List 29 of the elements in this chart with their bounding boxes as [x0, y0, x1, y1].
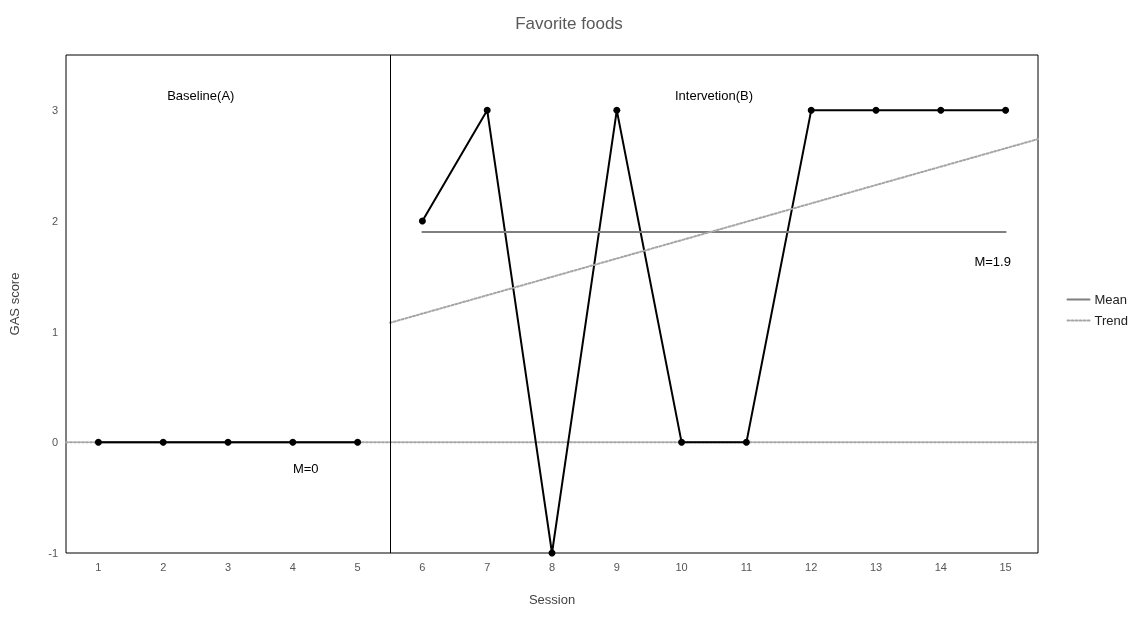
legend-label: Trend	[1094, 313, 1129, 328]
y-tick-label: 3	[51, 104, 58, 117]
y-tick-label: 1	[51, 325, 58, 338]
x-tick-label: 2	[160, 560, 167, 573]
x-tick-label: 3	[224, 560, 232, 573]
x-tick-label: 5	[354, 560, 361, 573]
x-tick-label: 6	[419, 560, 426, 573]
chart-title: Favorite foods	[515, 14, 623, 33]
x-tick-label: 13	[869, 560, 883, 573]
x-axis-title: Session	[528, 592, 576, 607]
legend-label: Mean	[1094, 292, 1128, 307]
x-tick-label: 15	[999, 560, 1012, 573]
x-tick-label: 11	[740, 560, 753, 573]
x-tick-label: 14	[934, 560, 947, 573]
annotation: M=1.9	[974, 254, 1011, 270]
x-tick-label: 1	[95, 560, 102, 573]
x-tick-label: 9	[613, 560, 620, 573]
y-tick-label: -1	[48, 547, 58, 559]
y-tick-label: 0	[51, 436, 58, 449]
y-tick-label: 2	[51, 215, 58, 227]
annotation: Intervetion(B)	[674, 88, 754, 104]
x-tick-label: 4	[289, 560, 296, 573]
x-tick-label: 12	[805, 560, 818, 573]
annotation: Baseline(A)	[167, 88, 235, 104]
x-tick-label: 7	[484, 560, 491, 573]
x-tick-label: 8	[548, 560, 556, 573]
x-tick-label: 10	[675, 560, 688, 573]
y-axis-title: GAS score	[7, 272, 22, 336]
annotation: M=0	[292, 461, 319, 477]
